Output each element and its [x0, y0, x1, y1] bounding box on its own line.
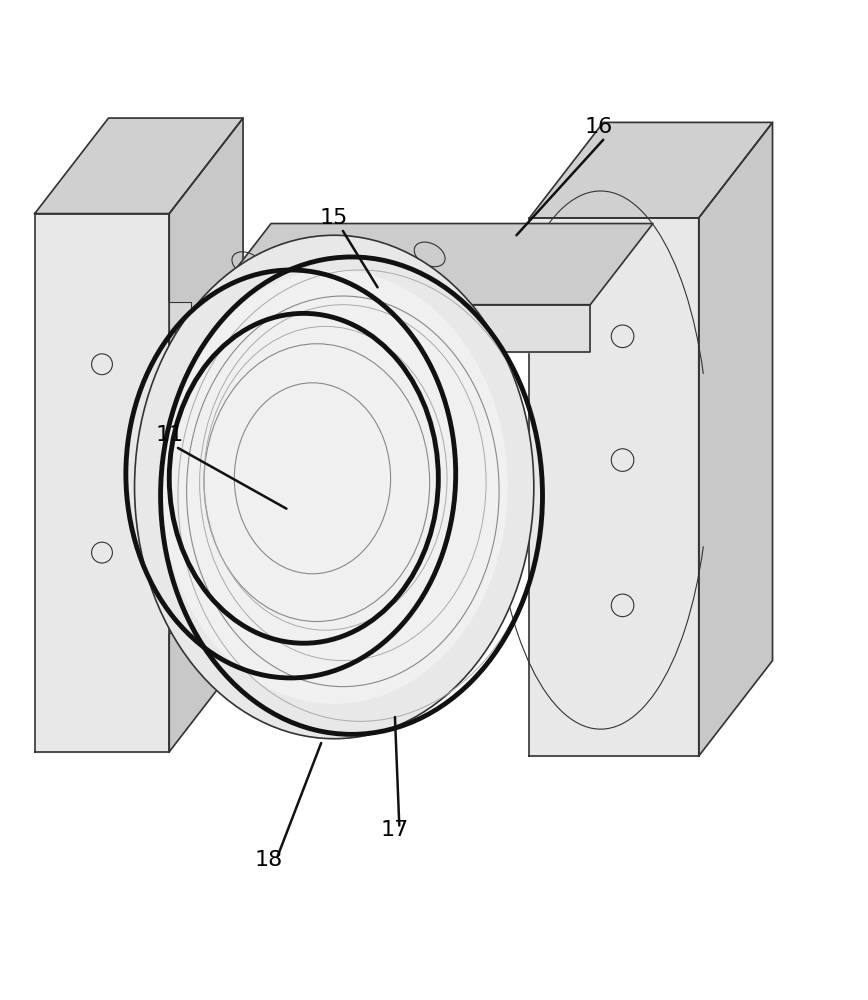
Polygon shape: [208, 305, 590, 352]
Polygon shape: [291, 352, 369, 539]
Polygon shape: [386, 352, 408, 539]
Polygon shape: [252, 352, 273, 539]
Polygon shape: [699, 122, 773, 756]
Polygon shape: [273, 335, 286, 539]
Text: 17: 17: [381, 820, 409, 840]
Polygon shape: [339, 409, 386, 465]
Polygon shape: [252, 335, 282, 387]
Polygon shape: [35, 118, 243, 214]
Polygon shape: [529, 218, 699, 756]
Text: 11: 11: [155, 425, 183, 445]
Polygon shape: [304, 370, 356, 513]
Polygon shape: [252, 569, 282, 622]
Ellipse shape: [161, 270, 508, 704]
Polygon shape: [169, 118, 243, 752]
Polygon shape: [169, 603, 191, 633]
Polygon shape: [208, 224, 653, 305]
Polygon shape: [408, 335, 421, 539]
Ellipse shape: [135, 235, 534, 739]
Polygon shape: [339, 387, 404, 409]
Text: 15: 15: [320, 208, 348, 228]
Text: 16: 16: [585, 117, 613, 137]
Text: 18: 18: [255, 850, 283, 870]
Polygon shape: [386, 387, 404, 465]
Polygon shape: [529, 122, 773, 218]
Polygon shape: [35, 214, 169, 752]
Polygon shape: [169, 302, 191, 332]
